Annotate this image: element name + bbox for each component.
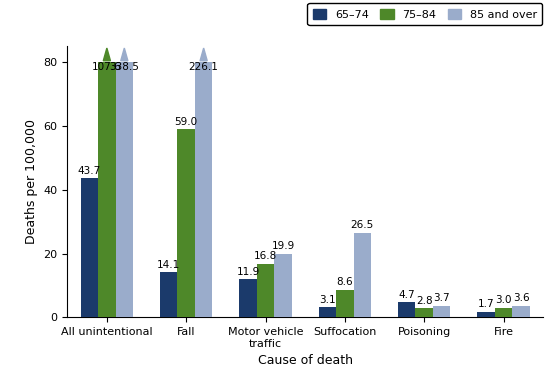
Text: 2.8: 2.8 [416,296,432,306]
Polygon shape [103,48,110,61]
Text: 16.8: 16.8 [254,251,277,261]
Y-axis label: Deaths per 100,000: Deaths per 100,000 [25,120,38,244]
Text: 226.1: 226.1 [189,62,218,72]
Bar [477,312,495,317]
Bar [195,62,212,317]
Text: 11.9: 11.9 [236,267,260,277]
Bar [98,62,115,317]
Bar [336,290,353,317]
Text: 26.5: 26.5 [351,220,374,230]
Bar [398,302,416,317]
Bar [433,306,450,317]
Text: 3.1: 3.1 [319,295,336,305]
Bar [319,307,336,317]
Legend: 65–74, 75–84, 85 and over: 65–74, 75–84, 85 and over [307,3,543,25]
Text: 43.7: 43.7 [78,166,101,176]
Text: 3.0: 3.0 [495,295,512,305]
Polygon shape [121,48,128,61]
Text: 1.7: 1.7 [478,300,494,309]
Bar [274,254,292,317]
Text: 19.9: 19.9 [272,241,295,252]
Bar [178,129,195,317]
Bar [239,279,257,317]
Text: 59.0: 59.0 [175,117,198,127]
Polygon shape [200,48,207,61]
Text: 3.6: 3.6 [512,293,529,303]
Text: 4.7: 4.7 [398,290,415,300]
Bar [160,272,178,317]
Bar [416,308,433,317]
Text: 338.5: 338.5 [109,62,139,72]
Bar [512,306,530,317]
Text: 14.1: 14.1 [157,260,180,270]
Bar [81,178,98,317]
Text: 8.6: 8.6 [337,277,353,288]
X-axis label: Cause of death: Cause of death [258,354,353,367]
Bar [495,308,512,317]
Text: 3.7: 3.7 [433,293,450,303]
Text: 107.6: 107.6 [92,62,122,72]
Bar [257,264,274,317]
Bar [353,233,371,317]
Bar [115,62,133,317]
